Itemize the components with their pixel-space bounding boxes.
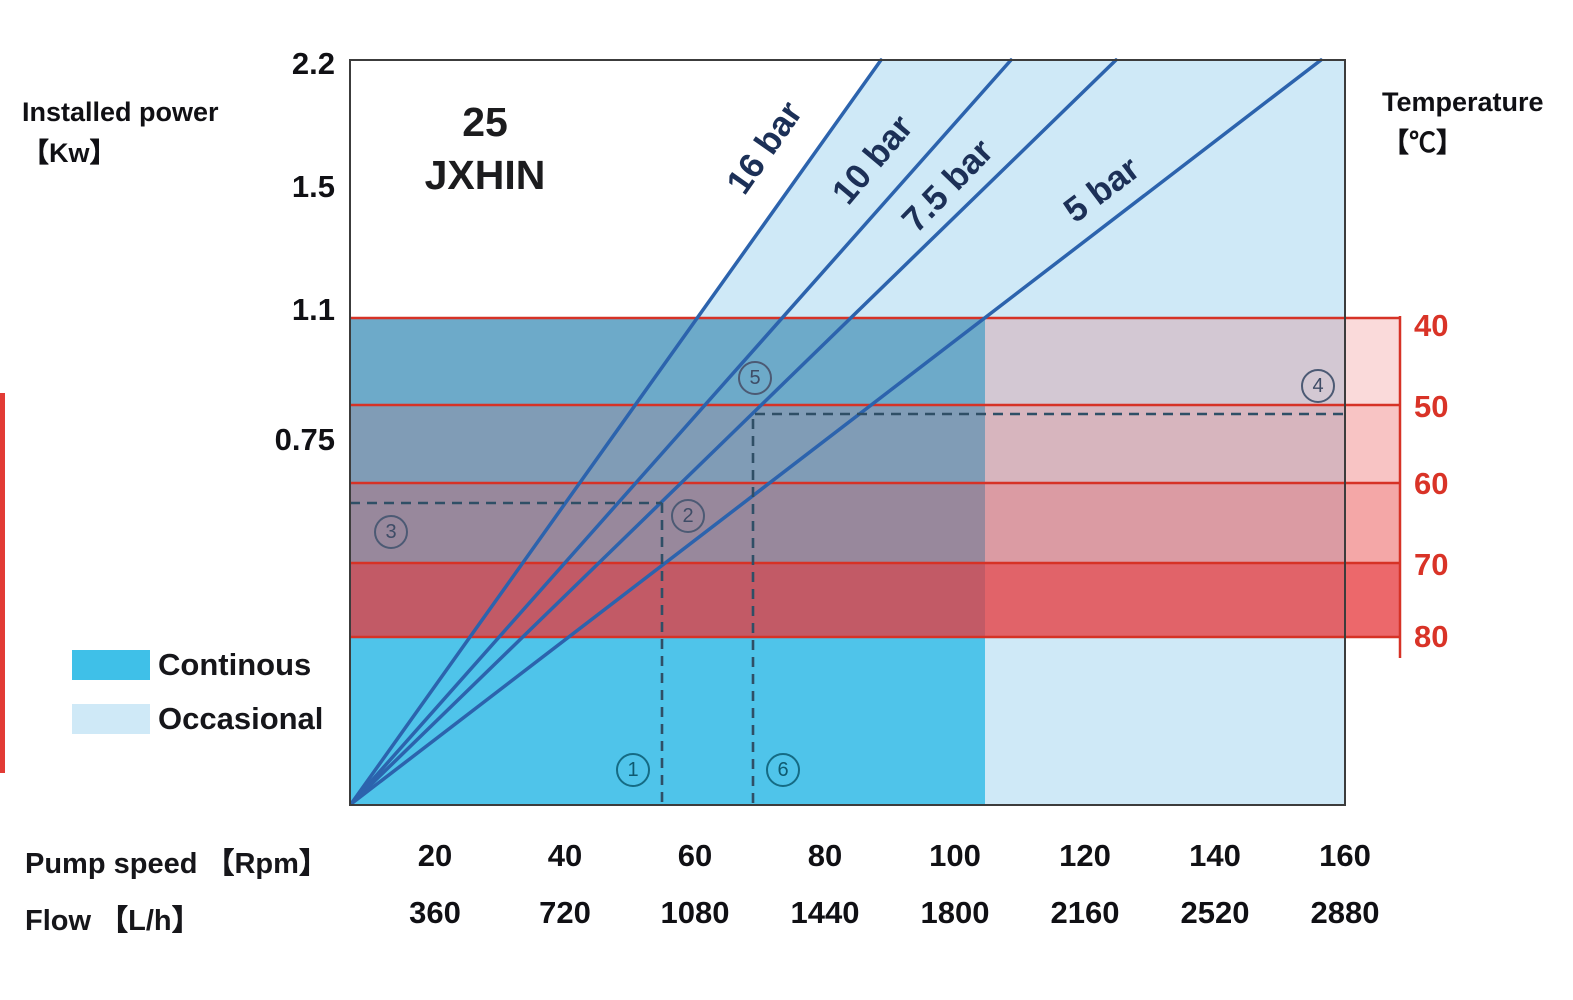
marker-4: 4	[1301, 369, 1335, 403]
marker-1: 1	[616, 753, 650, 787]
power-axis-title: Installed power 【Kw】	[22, 92, 219, 173]
line-10-bar	[349, 58, 1013, 806]
speed-tick-40: 40	[547, 838, 583, 873]
flow-tick-2880: 2880	[1310, 895, 1380, 930]
speed-tick-60: 60	[677, 838, 713, 873]
power-tick-1-5: 1.5	[291, 169, 335, 204]
dashed-guides	[350, 412, 1343, 803]
plot-border	[349, 59, 1346, 806]
flow-tick-1440: 1440	[790, 895, 860, 930]
flow-tick-2160: 2160	[1050, 895, 1120, 930]
power-tick-0-75: 0.75	[274, 422, 335, 457]
temp-tick-50: 50	[1414, 389, 1449, 424]
marker-5: 5	[738, 361, 772, 395]
temp-tick-60: 60	[1414, 466, 1449, 501]
temp-tick-40: 40	[1414, 308, 1449, 343]
chart-title-model: 25	[462, 99, 508, 145]
flow-tick-1080: 1080	[660, 895, 730, 930]
speed-tick-120: 120	[1059, 838, 1111, 873]
legend-swatch-continuous	[72, 650, 150, 680]
guide-55rpm	[350, 501, 664, 803]
pressure-lines	[349, 58, 1323, 806]
left-edge-red-mark	[0, 393, 5, 773]
flow-axis-label: Flow 【L/h】	[25, 905, 201, 937]
occasional-zone-bottom	[985, 318, 1345, 805]
power-axis-unit: 【Kw】	[22, 137, 117, 168]
legend-label-continuous: Continous	[158, 647, 312, 682]
chart-title-brand: JXHIN	[424, 152, 546, 199]
marker-6: 6	[766, 753, 800, 787]
marker-2: 2	[671, 499, 705, 533]
speed-tick-80: 80	[807, 838, 843, 873]
temp-tick-80: 80	[1414, 619, 1449, 654]
line-16-bar	[349, 58, 883, 806]
power-axis-title-text: Installed power	[22, 97, 219, 127]
power-tick-2-2: 2.2	[291, 46, 335, 81]
speed-tick-20: 20	[417, 838, 453, 873]
guide-69rpm	[751, 412, 1343, 803]
chart-title: 25 JXHIN	[360, 96, 610, 203]
flow-tick-1800: 1800	[920, 895, 990, 930]
marker-3: 3	[374, 515, 408, 549]
line-5-bar	[349, 58, 1323, 806]
power-tick-1-1: 1.1	[291, 292, 335, 327]
flow-tick-360: 360	[409, 895, 461, 930]
legend-swatch-occasional	[72, 704, 150, 734]
temperature-bands	[350, 318, 1400, 637]
temperature-axis-unit: 【℃】	[1382, 127, 1463, 158]
flow-tick-2520: 2520	[1180, 895, 1250, 930]
legend-label-occasional: Occasional	[158, 701, 324, 736]
speed-tick-100: 100	[929, 838, 981, 873]
temperature-axis-title-text: Temperature	[1382, 87, 1544, 117]
flow-tick-720: 720	[539, 895, 591, 930]
temp-tick-70: 70	[1414, 547, 1449, 582]
speed-tick-140: 140	[1189, 838, 1241, 873]
pump-speed-axis-label: Pump speed 【Rpm】	[25, 848, 328, 880]
line-7-5-bar	[349, 58, 1118, 806]
temperature-axis-title: Temperature 【℃】	[1382, 82, 1567, 163]
occasional-zone-top	[697, 60, 1345, 318]
speed-tick-160: 160	[1319, 838, 1371, 873]
